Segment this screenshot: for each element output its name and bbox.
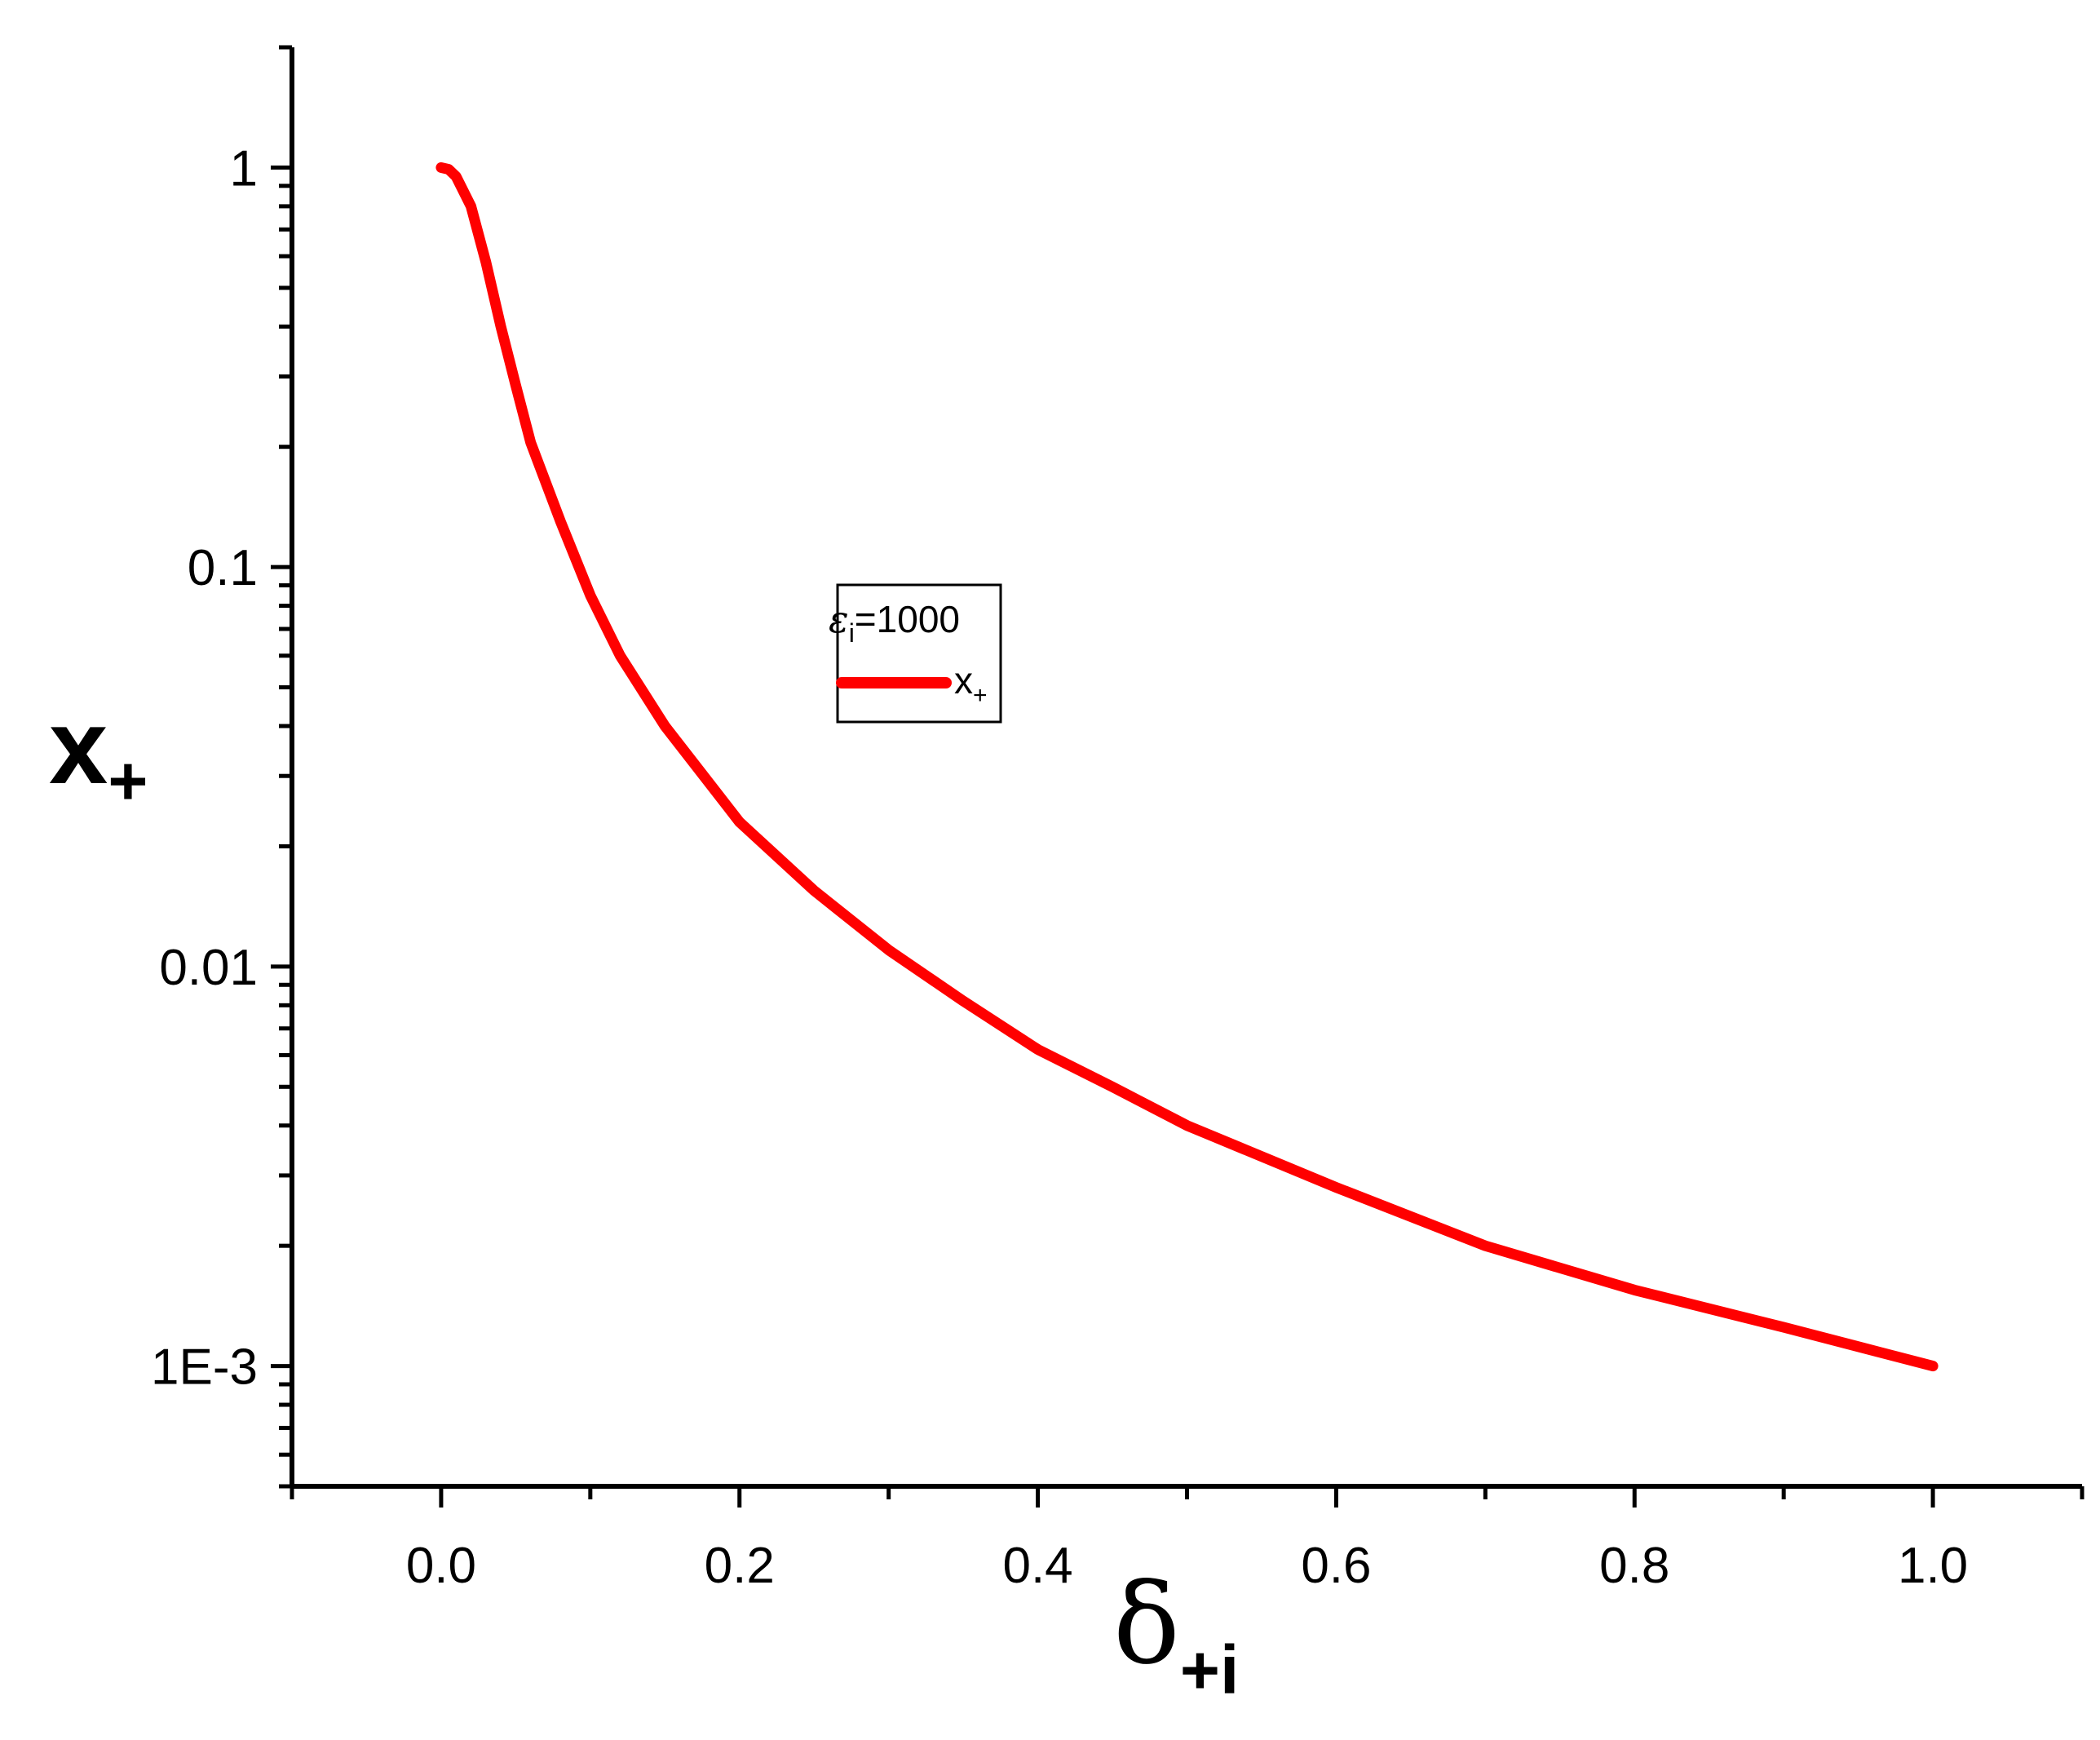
y-tick-label: 0.01 [159,940,258,996]
x-axis-symbol: δ [1113,1561,1180,1689]
legend: εi=1000 x+ [829,583,1002,724]
x-axis-subscript: +i [1180,1632,1239,1708]
y-tick-label: 1E-3 [151,1339,258,1396]
legend-title-symbol: ε [829,597,849,641]
y-axis-title: x+ [49,687,148,819]
axes [290,47,2082,1489]
x-axis-title: δ+i [1113,1561,1239,1708]
y-tick-label: 0.1 [188,540,258,596]
x-tick-label: 1.0 [1898,1538,1968,1594]
legend-title-subscript: i [849,618,855,648]
x-tick-label: 0.4 [1002,1538,1072,1594]
x-tick-label: 0.6 [1301,1538,1371,1594]
legend-title-rest: =1000 [855,598,960,640]
legend-title: εi=1000 [829,597,960,648]
legend-entry-subscript: + [973,682,988,709]
y-tick-label: 1 [230,140,258,197]
legend-entry-label: x+ [954,659,988,709]
x-tick-label: 0.0 [406,1538,476,1594]
x-tick-label: 0.2 [705,1538,775,1594]
x-tick-label: 0.8 [1599,1538,1669,1594]
ticks [271,45,2085,1508]
series-line [435,162,1939,1372]
tick-labels: 0.0 0.2 0.4 0.6 0.8 1.0 1 0.1 0.01 1E-3 [151,140,1968,1594]
legend-entry-symbol: x [954,659,973,702]
y-axis-subscript: + [108,742,148,819]
series-layer [435,162,1939,1372]
legend-box [836,583,1002,724]
y-axis-symbol: x [49,687,108,806]
